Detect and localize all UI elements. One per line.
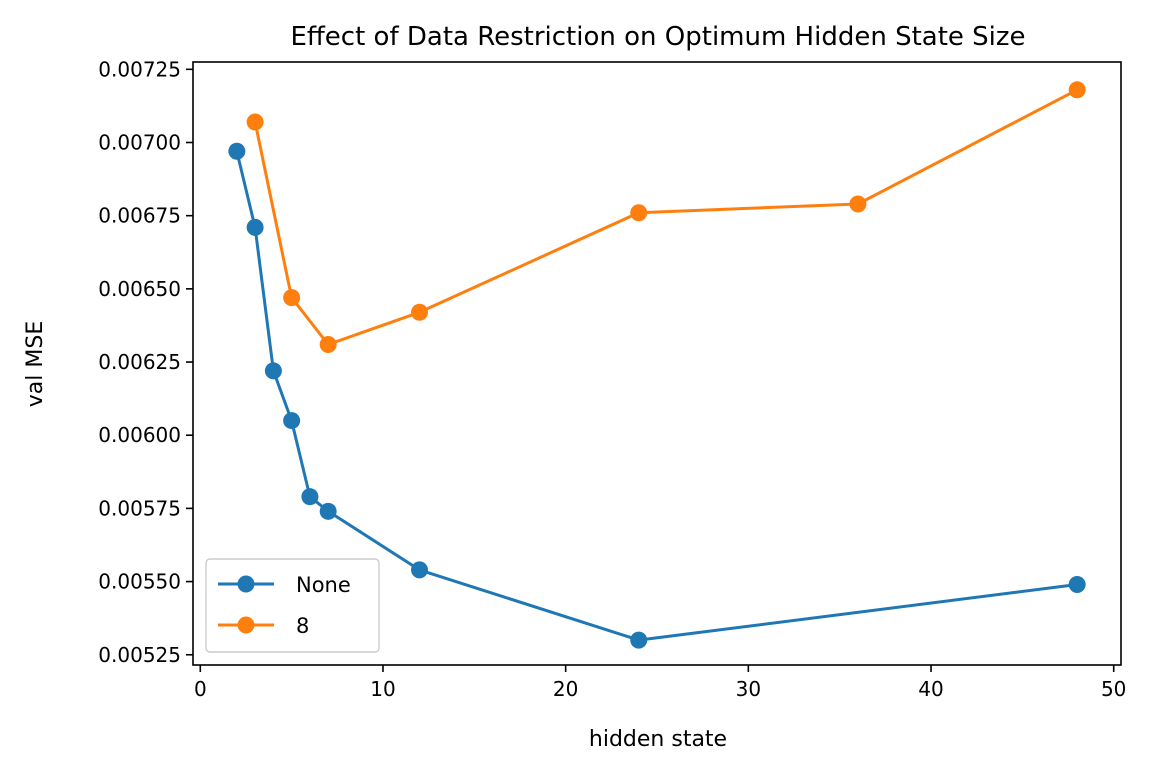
data-point [246, 113, 264, 131]
y-tick-label: 0.00575 [98, 496, 181, 520]
data-point [849, 195, 867, 213]
legend: None 8 [205, 558, 380, 653]
plot-frame [192, 61, 1122, 666]
legend-marker [237, 575, 255, 593]
data-point [228, 142, 246, 160]
y-tick-label: 0.00650 [98, 277, 181, 301]
x-tick-label: 10 [370, 677, 395, 701]
y-tick-label: 0.00700 [98, 130, 181, 154]
x-tick-label: 20 [553, 677, 578, 701]
data-point [1068, 576, 1086, 594]
data-point [264, 362, 282, 380]
data-point [411, 561, 429, 579]
x-tick-label: 50 [1101, 677, 1126, 701]
x-axis: 0 10 20 30 40 50 [194, 665, 1126, 701]
data-point [630, 204, 648, 222]
y-tick-label: 0.00625 [98, 350, 181, 374]
data-point [411, 303, 429, 321]
y-tick-label: 0.00675 [98, 204, 181, 228]
data-point [319, 502, 337, 520]
y-tick-label: 0.00725 [98, 57, 181, 81]
x-axis-label: hidden state [589, 727, 727, 752]
y-tick-label: 0.00525 [98, 643, 181, 667]
y-tick-label: 0.00550 [98, 570, 181, 594]
data-point [246, 218, 264, 236]
legend-box [205, 558, 380, 653]
data-point [283, 289, 301, 307]
data-point [319, 335, 337, 353]
data-point [630, 631, 648, 649]
data-point [283, 412, 301, 430]
chart-title: Effect of Data Restriction on Optimum Hi… [290, 22, 1025, 52]
legend-label: 8 [296, 614, 309, 638]
y-axis: 0.00525 0.00550 0.00575 0.00600 0.00625 0.006… [98, 57, 193, 667]
data-point [1068, 81, 1086, 99]
legend-marker [237, 616, 255, 634]
x-tick-label: 40 [918, 677, 943, 701]
y-axis-label: val MSE [23, 321, 48, 407]
x-tick-label: 30 [736, 677, 761, 701]
x-tick-label: 0 [194, 677, 207, 701]
y-tick-label: 0.00600 [98, 423, 181, 447]
legend-label: None [296, 573, 351, 597]
series-line-1 [253, 88, 1078, 346]
data-point [301, 488, 319, 506]
